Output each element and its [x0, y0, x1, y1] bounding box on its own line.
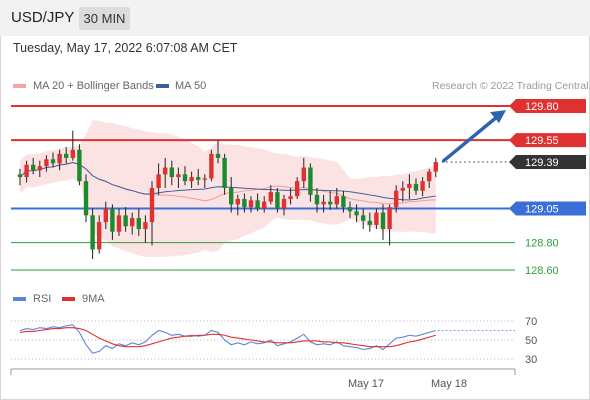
candle-body: [380, 212, 386, 229]
candle-body: [222, 157, 227, 188]
candle-body: [347, 207, 353, 212]
timeframe-badge[interactable]: 30 MIN: [79, 7, 130, 30]
candle-body: [202, 178, 207, 180]
candle-body: [235, 198, 240, 205]
candle-body: [44, 159, 49, 167]
candle-body: [143, 222, 148, 229]
candle-body: [262, 201, 267, 209]
candle-body: [387, 207, 392, 229]
candle-body: [136, 218, 141, 229]
candle-body: [367, 220, 372, 225]
copyright-text: Research © 2022 Trading Central: [432, 80, 589, 92]
candle-body: [215, 153, 221, 158]
candle-body: [110, 208, 115, 232]
candle-body: [149, 188, 155, 223]
level-tag-129.39: [509, 155, 586, 170]
ma50-line: [19, 161, 436, 201]
candle-body: [31, 164, 36, 171]
candle-body: [413, 183, 419, 191]
candle-body: [83, 181, 89, 216]
rsi-line: [19, 324, 436, 354]
forecast-arrow-shaft: [442, 114, 500, 163]
level-tag-129.80: [509, 99, 586, 113]
candle-body: [64, 153, 69, 158]
candle-body: [130, 218, 135, 227]
candle-body: [90, 215, 95, 250]
ma50-legend-label: MA 50: [175, 80, 207, 92]
candle-body: [116, 215, 122, 232]
candle-body: [288, 196, 293, 199]
symbol-title: USD/JPY: [11, 9, 75, 26]
candle-body: [361, 215, 366, 221]
level-label-129.80: 129.80: [525, 101, 559, 113]
candle-body: [182, 174, 188, 182]
candle-body: [169, 167, 174, 178]
candle-body: [354, 211, 359, 216]
candle-body: [394, 190, 399, 208]
candle-body: [50, 159, 56, 164]
candle-body: [255, 200, 260, 209]
rsi-legend-label: RSI: [33, 293, 52, 305]
candle-body: [407, 183, 412, 188]
candle-body: [400, 188, 405, 191]
ma20-legend-swatch: [13, 84, 26, 88]
candle-body: [433, 162, 438, 172]
candle-body: [374, 212, 379, 225]
x-tick-label: May 18: [431, 378, 467, 390]
rsi-tick-30: 30: [525, 354, 537, 366]
candle-body: [103, 208, 108, 223]
candle-body: [295, 181, 300, 197]
candle-body: [123, 215, 128, 227]
candle-body: [57, 153, 62, 164]
candle-body: [334, 196, 339, 205]
candle-body: [196, 177, 201, 180]
candle-body: [341, 196, 346, 208]
datetime-label: Tuesday, May 17, 2022 6:07:08 AM CET: [13, 41, 238, 55]
candle-body: [97, 222, 102, 250]
candle-body: [248, 200, 254, 208]
x-tick-label: May 17: [348, 378, 384, 390]
candle-body: [209, 153, 214, 179]
level-label-128.80: 128.80: [525, 238, 559, 250]
candle-body: [281, 198, 287, 209]
level-label-129.39: 129.39: [525, 157, 559, 169]
candle-body: [37, 166, 42, 171]
level-label-128.60: 128.60: [525, 265, 559, 277]
rsi-ma-line: [19, 327, 436, 348]
candle-body: [163, 167, 168, 175]
level-tag-129.55: [509, 133, 586, 148]
header-bar: USD/JPY 30 MIN: [0, 0, 590, 36]
candle-body: [242, 198, 247, 208]
candle-body: [321, 201, 326, 205]
forecast-arrow-head: [490, 110, 506, 124]
ma20-legend-label: MA 20 + Bollinger Bands: [33, 80, 154, 92]
candle-body: [301, 167, 306, 182]
candle-body: [77, 149, 82, 182]
level-label-129.55: 129.55: [525, 135, 559, 147]
rsi-tick-50: 50: [525, 335, 537, 347]
candle-body: [156, 174, 161, 188]
candle-body: [229, 188, 234, 205]
candle-body: [176, 174, 181, 178]
rsi-ma-legend-swatch: [62, 297, 75, 301]
rsi-ma-legend-label: 9MA: [82, 293, 105, 305]
candle-body: [427, 171, 432, 182]
level-label-129.05: 129.05: [525, 204, 559, 216]
rsi-legend-swatch: [13, 297, 26, 301]
rsi-tick-70: 70: [525, 316, 537, 328]
candle-body: [308, 167, 313, 195]
candle-body: [268, 192, 273, 202]
level-tag-129.05: [509, 201, 586, 216]
candle-body: [189, 177, 194, 182]
candle-body: [328, 201, 333, 205]
ma50-legend-swatch: [156, 84, 169, 88]
candle-body: [314, 194, 320, 205]
candle-body: [275, 192, 280, 209]
candle-body: [17, 174, 23, 178]
candle-body: [24, 164, 29, 178]
candle-body: [420, 181, 425, 191]
candle-body: [70, 149, 75, 158]
